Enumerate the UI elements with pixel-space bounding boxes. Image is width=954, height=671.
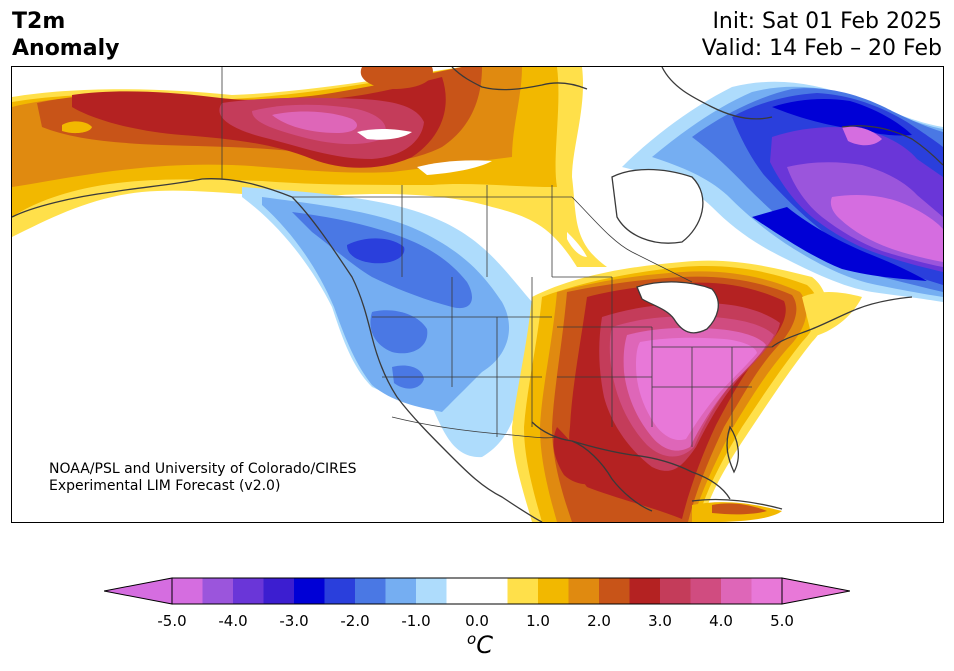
colorbar-over-arrow (781, 577, 850, 605)
warm-anomaly-north-pink (272, 111, 357, 133)
great-bear-lake (357, 128, 412, 140)
political-borders (221, 67, 772, 447)
colorbar-tick-label: -4.0 (218, 612, 248, 630)
warm-anomaly-caribbean-core (712, 503, 767, 515)
cold-anomaly-west-light (262, 197, 510, 412)
colorbar-tick-label: 2.0 (587, 612, 611, 630)
coastlines (12, 67, 943, 522)
colorbar-tick-label: 1.0 (526, 612, 550, 630)
colorbar-bin (629, 578, 661, 604)
colorbar-bin (477, 578, 508, 604)
colorbar-bin (660, 578, 691, 604)
colorbar-tick-label: -1.0 (401, 612, 431, 630)
colorbar-bin (721, 578, 752, 604)
cold-anomaly-east-violet (830, 195, 943, 262)
colorbar-tick-label: -5.0 (157, 612, 187, 630)
title-line-1: T2m (12, 9, 66, 34)
unit-degree-mark: o (467, 630, 477, 648)
colorbar-bin (416, 578, 447, 604)
colorbar-bin (294, 578, 325, 604)
forecast-dates: Init: Sat 01 Feb 2025 Valid: 14 Feb – 20… (702, 8, 942, 62)
cold-anomaly-east-deep (772, 99, 912, 136)
colorbar-tick-label: 5.0 (770, 612, 794, 630)
cold-anomaly-west-core (347, 238, 405, 264)
colorbar-bin (751, 578, 783, 604)
colorbar-bin (172, 578, 203, 604)
great-slave-lake (417, 160, 492, 175)
credit-text: NOAA/PSL and University of Colorado/CIRE… (49, 461, 357, 495)
colorbar-bin (355, 578, 386, 604)
cold-anomaly-east-deep-south (752, 207, 927, 281)
cold-anomaly-west-mid-south (370, 310, 428, 354)
colorbar-bin (324, 578, 356, 604)
colorbar-bin (538, 578, 569, 604)
unit-label: oC (455, 630, 505, 659)
valid-range: Valid: 14 Feb – 20 Feb (701, 36, 942, 61)
colorbar-bin (446, 578, 478, 604)
colorbar-under-arrow (104, 577, 173, 605)
colorbar-bin (568, 578, 600, 604)
colorbar-bin (690, 578, 722, 604)
credit-line-1: NOAA/PSL and University of Colorado/CIRE… (49, 461, 357, 477)
warm-anomaly-east-magenta (636, 337, 757, 441)
credit-line-2: Experimental LIM Forecast (v2.0) (49, 478, 281, 494)
init-date: Init: Sat 01 Feb 2025 (712, 9, 942, 34)
colorbar-bin (385, 578, 417, 604)
warm-anomaly-atlantic-yellow (802, 292, 862, 337)
hudson-bay (612, 169, 703, 244)
map-title: T2m Anomaly (12, 8, 119, 62)
warm-anomaly-alaska-orange-peak (360, 67, 433, 89)
colorbar-bin (599, 578, 630, 604)
colorbar-tick-label: 0.0 (465, 612, 489, 630)
map-canvas (12, 67, 943, 522)
colorbar (104, 577, 850, 605)
unit-letter: C (476, 631, 493, 659)
colorbar-bin (507, 578, 539, 604)
colorbar-bin (233, 578, 264, 604)
warm-anomaly-nw-gold-spot (62, 121, 92, 134)
colorbar-tick-label: -3.0 (279, 612, 309, 630)
colorbar-tick-label: 3.0 (648, 612, 672, 630)
colorbar-tick-label: 4.0 (709, 612, 733, 630)
great-lakes (637, 281, 719, 333)
anomaly-map: NOAA/PSL and University of Colorado/CIRE… (11, 66, 944, 523)
colorbar-bin (202, 578, 234, 604)
lake-winnipeg (567, 232, 587, 257)
colorbar-tick-label: -2.0 (340, 612, 370, 630)
title-line-2: Anomaly (12, 36, 120, 61)
cold-anomaly-labrador-violet (842, 126, 882, 146)
warm-anomaly-mexico-red (553, 427, 602, 485)
colorbar-bin (263, 578, 295, 604)
colorbar-outline (171, 577, 783, 605)
